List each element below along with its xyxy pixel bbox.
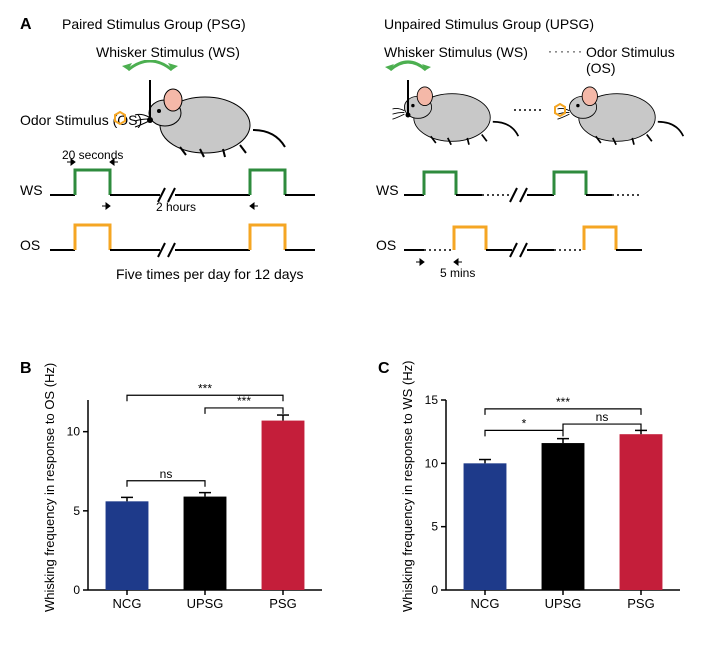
svg-text:PSG: PSG: [269, 596, 296, 611]
upsg-diagram: WS OS: [376, 60, 696, 290]
svg-text:*: *: [522, 416, 527, 430]
svg-text:ns: ns: [596, 410, 609, 424]
svg-text:***: ***: [556, 395, 570, 409]
svg-text:OS: OS: [376, 237, 396, 253]
panel-c-label: C: [378, 360, 390, 378]
svg-text:UPSG: UPSG: [187, 596, 224, 611]
svg-text:UPSG: UPSG: [545, 596, 582, 611]
panel-a-label: A: [20, 16, 32, 34]
svg-text:ns: ns: [160, 467, 173, 481]
upsg-title: Unpaired Stimulus Group (UPSG): [384, 16, 594, 32]
svg-text:0: 0: [431, 583, 438, 597]
panel-c-chart: 0 5 10 15 NCG UPSG PSG * ns ***: [418, 360, 688, 620]
psg-ws-label: Whisker Stimulus (WS): [96, 44, 240, 60]
svg-text:5: 5: [431, 520, 438, 534]
psg-title: Paired Stimulus Group (PSG): [62, 16, 246, 32]
psg-caption: Five times per day for 12 days: [116, 266, 304, 282]
svg-text:PSG: PSG: [627, 596, 654, 611]
svg-text:15: 15: [425, 393, 439, 407]
psg-20s-label: 20 seconds: [62, 148, 123, 162]
svg-text:WS: WS: [20, 182, 43, 198]
svg-text:5: 5: [73, 504, 80, 518]
panel-c-ylabel: Whisking frequency in response to WS (Hz…: [400, 361, 415, 612]
panel-b-ylabel: Whisking frequency in response to OS (Hz…: [42, 363, 57, 612]
psg-2h-label: 2 hours: [156, 200, 196, 214]
upsg-ws-label: Whisker Stimulus (WS): [384, 44, 528, 60]
upsg-dots-sep: ······: [548, 44, 584, 58]
svg-text:NCG: NCG: [113, 596, 142, 611]
panel-b-chart: 0 5 10 NCG UPSG PSG ns *** ***: [60, 360, 330, 620]
svg-text:0: 0: [73, 583, 80, 597]
panel-b-label: B: [20, 360, 32, 378]
svg-text:NCG: NCG: [471, 596, 500, 611]
psg-diagram: WS OS: [20, 60, 350, 290]
svg-text:OS: OS: [20, 237, 40, 253]
svg-text:***: ***: [198, 381, 212, 395]
upsg-5min-label: 5 mins: [440, 266, 475, 280]
svg-text:***: ***: [237, 394, 251, 408]
svg-text:10: 10: [67, 425, 81, 439]
svg-text:WS: WS: [376, 182, 399, 198]
svg-text:10: 10: [425, 456, 439, 470]
